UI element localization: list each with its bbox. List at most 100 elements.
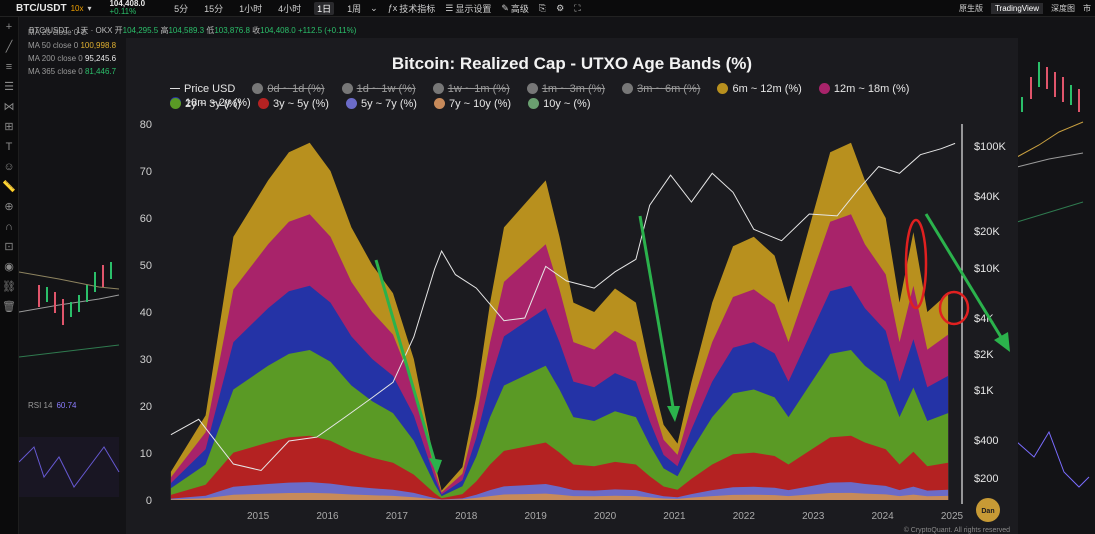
arrow-down-icon	[924, 213, 1006, 343]
gear-button[interactable]: ⚙	[556, 3, 564, 14]
y-tick-label: 0	[146, 495, 152, 507]
highlight-circle	[904, 218, 928, 310]
price-usd-line	[170, 142, 956, 472]
right-tick-label: $2K	[974, 349, 994, 361]
legend-5y-7y[interactable]: 5y ~ 7y (%)	[346, 97, 417, 111]
tf-1h[interactable]: 1小时	[239, 3, 263, 14]
display-settings-label: 显示设置	[455, 3, 492, 14]
ma-row: MA 365 close 0 81,446.7	[28, 65, 116, 78]
legend-1w-1m[interactable]: 1w ~ 1m (%)	[432, 82, 510, 96]
pattern-icon[interactable]: ⋈	[3, 101, 15, 113]
tf-1d[interactable]: 1日	[314, 1, 335, 15]
arrow-head-icon	[667, 406, 680, 422]
fib-icon[interactable]: ☰	[4, 81, 14, 93]
legend-1m-3m[interactable]: 1m ~ 3m (%)	[526, 82, 605, 96]
chart-title: Bitcoin: Realized Cap - UTXO Age Bands (…	[391, 54, 753, 73]
ma-label: MA 365 close 0	[28, 67, 83, 76]
dot-icon	[818, 83, 830, 94]
eye-off-icon[interactable]: ⊘	[80, 28, 88, 37]
y-tick-label: 20	[140, 401, 152, 413]
chevron-down-icon[interactable]: ▾	[87, 3, 92, 13]
legend-label: 6m ~ 12m (%)	[732, 83, 802, 95]
tf-5m[interactable]: 5分	[174, 3, 189, 14]
ma-label: MA 200 close 0	[28, 54, 83, 63]
crosshair-icon[interactable]: +	[5, 21, 13, 33]
chevron-down-icon[interactable]: ⌄	[370, 2, 378, 13]
symbol-label[interactable]: BTC/USDT	[16, 2, 67, 14]
dot-icon	[252, 83, 264, 94]
legend-price[interactable]: Price USD	[170, 82, 235, 96]
open-value: 104,295.5	[122, 26, 159, 35]
settings-list-icon: ☰	[445, 2, 454, 13]
chart-legend: Price USD 0d ~ 1d (%) 1d ~ 1w (%) 1w ~ 1…	[170, 82, 1010, 112]
x-tick-label: 2021	[663, 511, 686, 522]
ma-row: MA 20 close 0 ⊘	[28, 26, 116, 39]
snapshot-icon: ⎘	[538, 2, 547, 13]
ma-label: MA 20 close 0	[28, 28, 79, 37]
ruler-icon[interactable]: 📏	[2, 181, 16, 193]
lines-icon[interactable]: ≡	[5, 61, 13, 73]
watermark-text: Dan	[981, 508, 994, 515]
legend-label: 1w ~ 1m (%)	[447, 83, 510, 95]
eye-icon[interactable]: ◉	[4, 261, 14, 273]
x-tick-label: 2022	[733, 511, 756, 522]
zoom-icon[interactable]: ⊕	[4, 201, 14, 213]
arrow-down-icon	[374, 259, 438, 467]
tradingview-button[interactable]: TradingView	[990, 2, 1043, 14]
fullscreen-icon: ⛶	[574, 2, 581, 13]
x-tick-label: 2016	[316, 511, 339, 522]
price-box: 104,408.0 +0.11%	[109, 0, 145, 16]
band-7y-10y	[170, 492, 949, 500]
legend-3m-6m[interactable]: 3m ~ 6m (%)	[622, 82, 700, 96]
legend-6m-12m[interactable]: 6m ~ 12m (%)	[717, 82, 802, 96]
advanced-button[interactable]: ✎ 高级	[501, 2, 529, 15]
legend-label: 2y ~ 3y (%)	[185, 98, 241, 110]
trash-icon[interactable]: 🗑	[2, 301, 16, 313]
ma-legend: MA 20 close 0 ⊘ MA 50 close 0 100,998.8 …	[28, 26, 116, 78]
legend-0d-1d[interactable]: 0d ~ 1d (%)	[252, 82, 325, 96]
trend-arrows	[374, 213, 1010, 474]
trendline-icon[interactable]: ╱	[5, 41, 13, 53]
legend-7y-10y[interactable]: 7y ~ 10y (%)	[434, 97, 511, 111]
dot-icon	[258, 98, 269, 109]
market-button[interactable]: 市	[1083, 3, 1091, 13]
legend-label: 7y ~ 10y (%)	[449, 98, 512, 110]
legend-1d-1w[interactable]: 1d ~ 1w (%)	[341, 82, 416, 96]
dot-icon	[717, 83, 729, 94]
native-view-button[interactable]: 原生版	[958, 3, 983, 13]
legend-12m-18m[interactable]: 12m ~ 18m (%)	[818, 82, 910, 96]
depth-chart-button[interactable]: 深度图	[1051, 3, 1075, 13]
snapshot-button[interactable]: ⎘	[539, 3, 546, 14]
pair-info-line: BTC/USDT · 1天 · OKX 开104,295.5 高104,589.…	[29, 25, 356, 36]
legend-label: 12m ~ 18m (%)	[833, 83, 910, 95]
close-value: 104,408.0	[260, 26, 296, 35]
magnet-icon[interactable]: ∩	[5, 221, 13, 233]
y-tick-label: 70	[140, 166, 152, 178]
lock-icon[interactable]: ⊡	[4, 241, 14, 253]
ma-value: 95,245.6	[84, 54, 117, 63]
rsi-legend: RSI 14 60.74	[28, 401, 77, 410]
realized-cap-chart: Bitcoin: Realized Cap - UTXO Age Bands (…	[126, 38, 1018, 534]
y-tick-label: 40	[140, 307, 152, 319]
y-tick-label: 80	[140, 119, 152, 131]
measure-icon[interactable]: ⊞	[4, 121, 14, 133]
text-icon[interactable]: T	[5, 141, 13, 153]
x-tick-label: 2015	[247, 511, 270, 522]
indicator-button[interactable]: ƒx 技术指标	[388, 2, 436, 15]
arrow-down-icon	[638, 215, 676, 414]
tf-4h[interactable]: 4小时	[278, 3, 302, 14]
dot-icon	[432, 83, 444, 94]
tf-1w[interactable]: 1周	[347, 3, 362, 14]
legend-10y[interactable]: 10y ~ (%)	[528, 97, 591, 111]
display-settings-button[interactable]: ☰ 显示设置	[445, 2, 491, 15]
link-icon[interactable]: ⛓	[2, 281, 16, 293]
legend-2y-3y[interactable]: 2y ~ 3y (%)	[170, 97, 241, 111]
emoji-icon[interactable]: ☺	[3, 161, 15, 173]
watermark-logo: Dan	[976, 498, 1000, 522]
ma-value: 81,446.7	[84, 67, 117, 76]
fullscreen-button[interactable]: ⛶	[574, 3, 580, 14]
tf-15m[interactable]: 15分	[204, 3, 224, 14]
top-toolbar: BTC/USDT 10x ▾ 104,408.0 +0.11% 5分 15分 1…	[0, 0, 1095, 17]
dot-icon	[526, 83, 538, 94]
legend-3y-5y[interactable]: 3y ~ 5y (%)	[258, 97, 329, 111]
